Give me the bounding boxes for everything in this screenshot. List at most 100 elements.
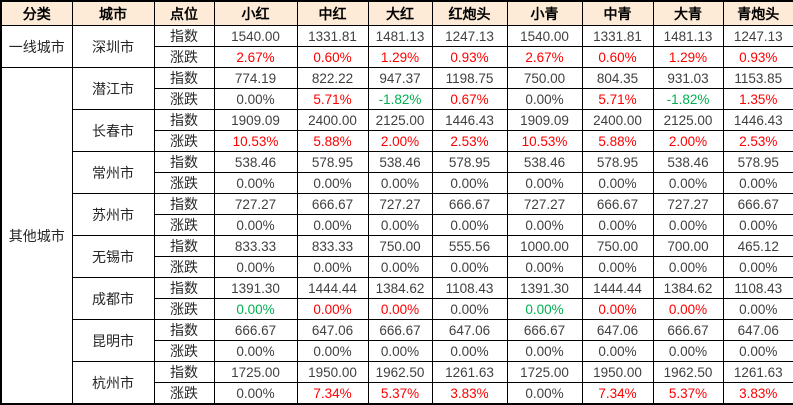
column-header-6: 红炮头	[431, 0, 508, 26]
index-row: 其他城市 潜江市 指数 774.19 822.22 947.37 1198.75 750.00…	[0, 67, 793, 405]
index-value-cell: 1384.62	[652, 277, 724, 299]
index-value-cell: 1540.00	[213, 25, 298, 47]
change-value-cell: 0.67%	[431, 88, 508, 110]
index-row: 长春市 指数 1909.09 2400.00 2125.00 1446.43 1909.09…	[1, 109, 793, 152]
change-value-cell: 2.67%	[506, 46, 583, 68]
change-value-cell: 0.00%	[431, 172, 508, 194]
index-value-cell: 647.06	[581, 319, 654, 341]
index-value-cell: 727.27	[506, 193, 583, 215]
index-value-cell: 666.67	[506, 319, 583, 341]
index-value-cell: 1198.75	[431, 67, 508, 89]
change-row: 涨跌 0.00% 0.00% 0.00% 0.00% 0.00% 0.00% 0.00% 0.0…	[1, 256, 793, 278]
change-value-cell: 0.00%	[431, 256, 508, 278]
change-value-cell: 3.83%	[722, 382, 793, 405]
index-value-cell: 1108.43	[431, 277, 508, 299]
index-value-cell: 666.67	[213, 319, 298, 341]
header-row: 分类 城市 点位 小红 中红 大红 红炮头 小青 中青 大青 青炮头	[0, 0, 793, 26]
change-value-cell: 5.37%	[652, 382, 724, 405]
row-label-index: 指数	[153, 151, 215, 173]
change-value-cell: 0.00%	[213, 382, 298, 405]
index-row: 成都市 指数 1391.30 1444.44 1384.62 1108.43 1391.30…	[1, 277, 793, 320]
index-value-cell: 666.67	[296, 193, 369, 215]
index-value-cell: 1331.81	[581, 25, 654, 47]
change-value-cell: 0.00%	[722, 298, 793, 320]
index-value-cell: 1962.50	[652, 361, 724, 383]
index-value-cell: 1247.13	[722, 25, 793, 47]
change-value-cell: 10.53%	[213, 130, 298, 152]
change-value-cell: 0.00%	[367, 256, 433, 278]
change-value-cell: 0.00%	[367, 172, 433, 194]
index-value-cell: 538.46	[367, 151, 433, 173]
column-header-8: 中青	[581, 0, 654, 26]
index-value-cell: 1909.09	[213, 109, 298, 131]
change-value-cell: 0.00%	[506, 298, 583, 320]
row-label-index: 指数	[153, 25, 215, 47]
change-value-cell: 3.83%	[431, 382, 508, 405]
index-value-cell: 1950.00	[296, 361, 369, 383]
index-row: 常州市 指数 538.46 578.95 538.46 578.95 538.46 578.9…	[1, 151, 793, 194]
row-label-index: 指数	[153, 277, 215, 299]
index-value-cell: 1108.43	[722, 277, 793, 299]
change-row: 涨跌 0.00% 0.00% 0.00% 0.00% 0.00% 0.00% 0.00% 0.0…	[1, 172, 793, 194]
column-header-2: 点位	[153, 0, 215, 26]
index-value-cell: 666.67	[431, 193, 508, 215]
index-value-cell: 647.06	[296, 319, 369, 341]
change-value-cell: 0.00%	[213, 172, 298, 194]
change-value-cell: 0.00%	[652, 256, 724, 278]
index-value-cell: 647.06	[431, 319, 508, 341]
change-value-cell: 0.60%	[581, 46, 654, 68]
index-value-cell: 1391.30	[506, 277, 583, 299]
change-value-cell: -1.82%	[367, 88, 433, 110]
index-value-cell: 1153.85	[722, 67, 793, 89]
change-row: 涨跌 0.00% 0.00% 0.00% 0.00% 0.00% 0.00% 0.00% 0.0…	[1, 214, 793, 236]
change-value-cell: 5.88%	[581, 130, 654, 152]
index-value-cell: 666.67	[722, 193, 793, 215]
index-value-cell: 833.33	[296, 235, 369, 257]
index-value-cell: 947.37	[367, 67, 433, 89]
change-value-cell: 1.35%	[722, 88, 793, 110]
change-value-cell: 2.53%	[722, 130, 793, 152]
change-value-cell: 0.00%	[581, 340, 654, 362]
change-value-cell: 2.53%	[431, 130, 508, 152]
index-value-cell: 774.19	[213, 67, 298, 89]
index-value-cell: 666.67	[581, 193, 654, 215]
column-header-10: 青炮头	[722, 0, 793, 26]
column-header-5: 大红	[367, 0, 433, 26]
index-value-cell: 931.03	[652, 67, 724, 89]
index-value-cell: 750.00	[367, 235, 433, 257]
index-value-cell: 647.06	[722, 319, 793, 341]
change-value-cell: 0.00%	[367, 298, 433, 320]
change-value-cell: 0.00%	[722, 340, 793, 362]
index-value-cell: 1481.13	[652, 25, 724, 47]
change-value-cell: 0.00%	[213, 340, 298, 362]
change-value-cell: 0.00%	[722, 256, 793, 278]
index-value-cell: 1391.30	[213, 277, 298, 299]
change-value-cell: 2.00%	[652, 130, 724, 152]
city-cell: 潜江市	[71, 67, 155, 110]
change-value-cell: 0.00%	[652, 214, 724, 236]
change-value-cell: 0.00%	[296, 214, 369, 236]
index-value-cell: 833.33	[213, 235, 298, 257]
category-cell: 一线城市	[0, 25, 73, 68]
index-value-cell: 578.95	[296, 151, 369, 173]
change-value-cell: 0.00%	[722, 214, 793, 236]
change-value-cell: 0.00%	[581, 214, 654, 236]
index-value-cell: 578.95	[581, 151, 654, 173]
index-value-cell: 1950.00	[581, 361, 654, 383]
index-value-cell: 727.27	[652, 193, 724, 215]
change-value-cell: 0.00%	[296, 172, 369, 194]
change-value-cell: 5.71%	[296, 88, 369, 110]
change-value-cell: 0.00%	[581, 172, 654, 194]
change-value-cell: 10.53%	[506, 130, 583, 152]
column-header-7: 小青	[506, 0, 583, 26]
row-label-change: 涨跌	[153, 88, 215, 110]
index-value-cell: 700.00	[652, 235, 724, 257]
index-value-cell: 578.95	[431, 151, 508, 173]
index-value-cell: 1481.13	[367, 25, 433, 47]
change-value-cell: 0.00%	[506, 382, 583, 405]
change-value-cell: 5.37%	[367, 382, 433, 405]
index-row: 苏州市 指数 727.27 666.67 727.27 666.67 727.27 666.6…	[1, 193, 793, 236]
city-cell: 长春市	[71, 109, 155, 152]
change-row: 涨跌 0.00% 5.71% -1.82% 0.67% 0.00% 5.71% -1.82% 1…	[1, 88, 793, 110]
